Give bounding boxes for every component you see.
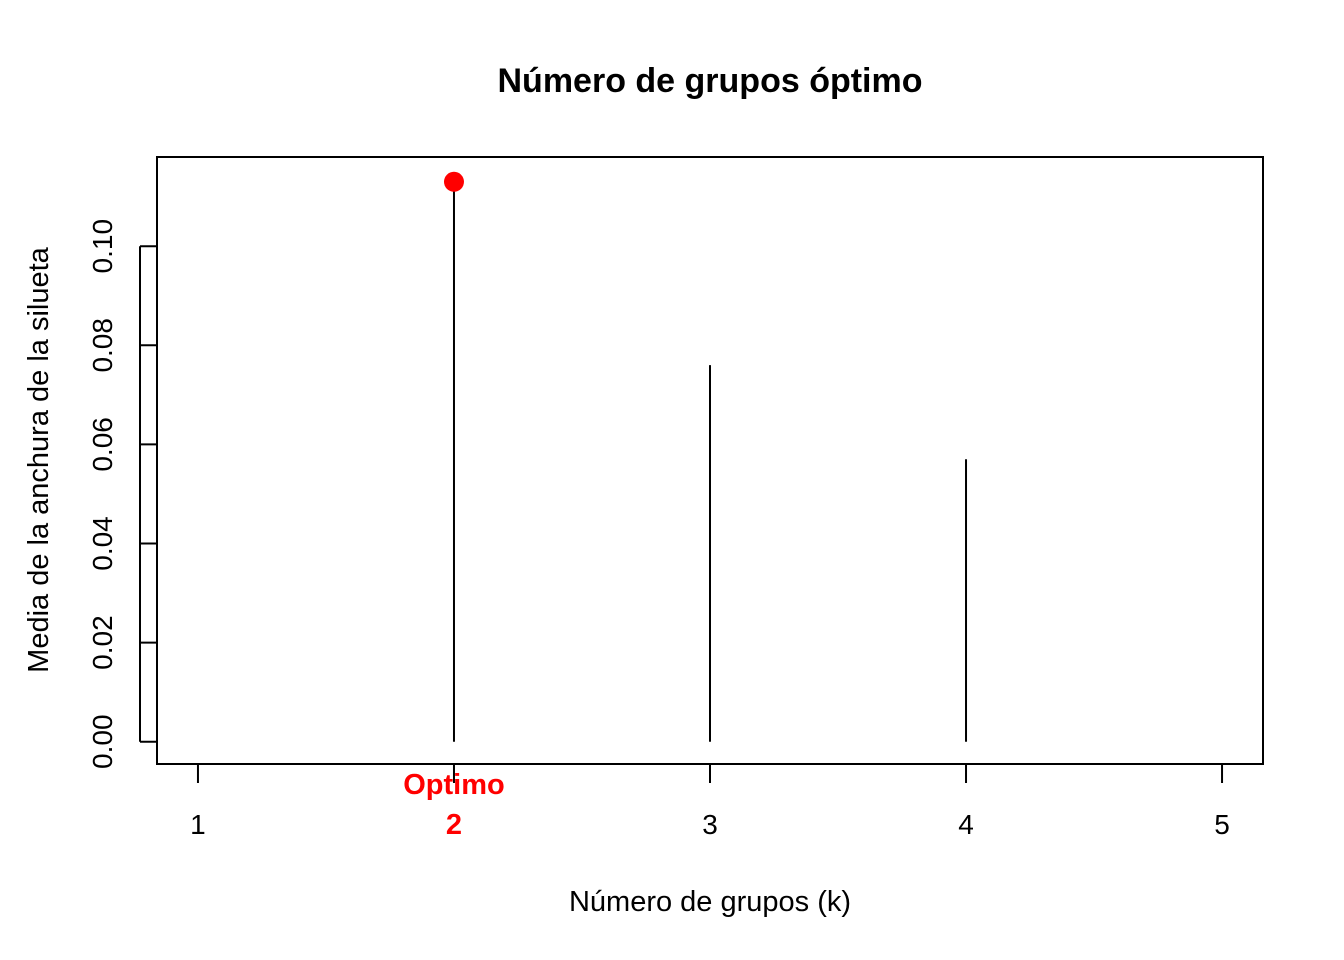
y-tick-label: 0.08 (87, 318, 118, 373)
x-tick-label: 1 (190, 809, 206, 840)
y-axis: 0.00 0.02 0.04 0.06 0.08 0.10 (87, 219, 157, 769)
x-tick-label: 3 (702, 809, 718, 840)
x-tick-label: 5 (1214, 809, 1230, 840)
stems (452, 181, 968, 742)
x-tick-label: 2 (446, 809, 462, 841)
optimal-point (443, 171, 464, 192)
chart-title: Número de grupos óptimo (498, 62, 923, 100)
y-tick-label: 0.06 (87, 417, 118, 472)
x-tick-label: 4 (958, 809, 974, 840)
optimal-label: Optimo (403, 769, 505, 801)
y-tick-label: 0.02 (87, 615, 118, 670)
y-tick-label: 0.10 (87, 219, 118, 274)
x-axis: 1 2 3 4 5 (190, 763, 1230, 841)
x-axis-label: Número de grupos (k) (569, 886, 851, 918)
optimal-markers: Optimo (403, 171, 505, 801)
y-axis-label: Media de la anchura de la silueta (23, 246, 55, 672)
y-tick-label: 0.00 (87, 714, 118, 769)
y-tick-label: 0.04 (87, 516, 118, 571)
